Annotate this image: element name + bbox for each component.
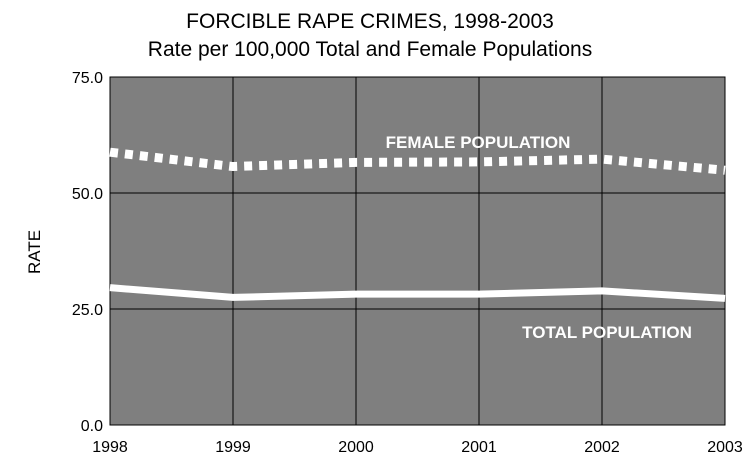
chart-title: FORCIBLE RAPE CRIMES, 1998-2003 — [186, 10, 554, 33]
x-tick-label: 2002 — [584, 439, 620, 456]
female-population-label: FEMALE POPULATION — [386, 133, 571, 152]
x-tick-label: 2003 — [707, 439, 743, 456]
tick-labels: 1998 1999 2000 2001 2002 2003 0.0 25.0 50.0 75.0 — [72, 70, 743, 456]
plot-area — [109, 76, 726, 426]
female-population-line — [109, 147, 726, 175]
series-layer — [109, 147, 726, 302]
y-tick-label: 25.0 — [72, 302, 103, 319]
x-tick-label: 2001 — [461, 439, 497, 456]
y-tick-label: 50.0 — [72, 186, 103, 203]
total-population-line — [109, 284, 726, 302]
total-population-label: TOTAL POPULATION — [522, 323, 692, 342]
grid-lines — [110, 77, 725, 425]
y-axis-label: RATE — [25, 230, 44, 274]
x-tick-label: 1999 — [215, 439, 251, 456]
series-labels: FEMALE POPULATION TOTAL POPULATION — [386, 133, 692, 342]
x-tick-label: 1998 — [92, 439, 128, 456]
y-tick-label: 0.0 — [81, 418, 103, 435]
chart-subtitle: Rate per 100,000 Total and Female Popula… — [148, 38, 592, 61]
x-tick-label: 2000 — [338, 439, 374, 456]
y-tick-label: 75.0 — [72, 70, 103, 87]
